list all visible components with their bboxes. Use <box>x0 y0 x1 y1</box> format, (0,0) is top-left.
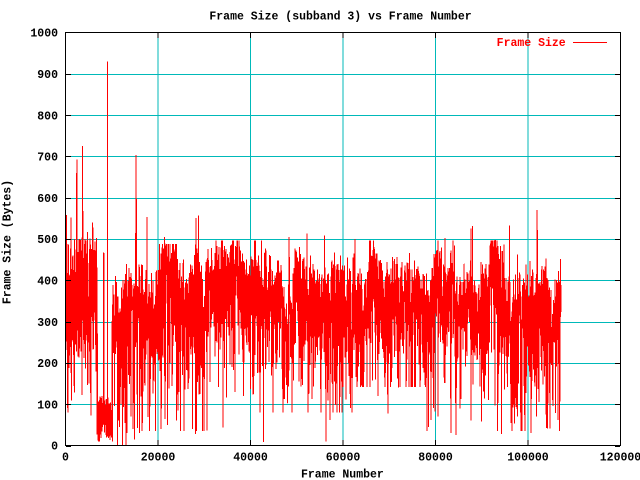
svg-text:Frame Number: Frame Number <box>301 468 384 480</box>
svg-text:800: 800 <box>37 110 58 123</box>
svg-text:80000: 80000 <box>418 452 453 465</box>
svg-text:700: 700 <box>37 152 58 165</box>
svg-text:500: 500 <box>37 234 58 247</box>
svg-text:100: 100 <box>37 399 58 412</box>
svg-text:Frame Size: Frame Size <box>497 37 566 50</box>
svg-text:20000: 20000 <box>141 452 176 465</box>
svg-text:300: 300 <box>37 317 58 330</box>
svg-text:40000: 40000 <box>233 452 268 465</box>
svg-text:60000: 60000 <box>326 452 361 465</box>
svg-text:400: 400 <box>37 276 58 289</box>
svg-text:0: 0 <box>51 441 58 454</box>
svg-text:120000: 120000 <box>600 452 640 465</box>
svg-text:Frame Size (Bytes): Frame Size (Bytes) <box>2 180 15 304</box>
svg-text:0: 0 <box>62 452 69 465</box>
svg-text:900: 900 <box>37 69 58 82</box>
svg-text:Frame Size (subband 3) vs Fram: Frame Size (subband 3) vs Frame Number <box>209 10 471 23</box>
svg-text:1000: 1000 <box>30 28 58 41</box>
svg-text:200: 200 <box>37 358 58 371</box>
svg-text:100000: 100000 <box>507 452 549 465</box>
svg-text:600: 600 <box>37 193 58 206</box>
